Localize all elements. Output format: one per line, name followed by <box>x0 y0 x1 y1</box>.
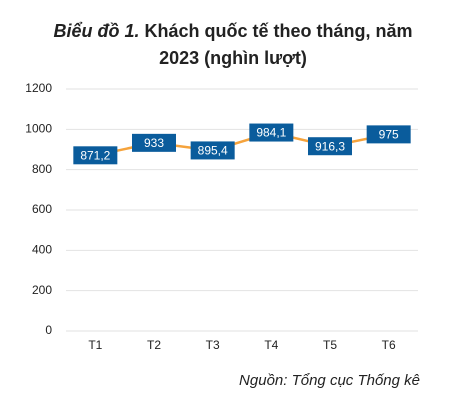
y-tick-label: 800 <box>32 162 52 176</box>
chart-title-label: Biểu đồ 1. <box>53 21 140 41</box>
data-label-box <box>249 123 294 142</box>
data-label: 895,4 <box>198 144 228 158</box>
y-tick-label: 600 <box>32 202 52 216</box>
data-label-box <box>308 137 352 156</box>
y-tick-label: 1200 <box>25 81 52 95</box>
x-tick-label: T5 <box>323 338 337 352</box>
data-label-box <box>190 141 235 160</box>
chart-title: Khách quốc tế theo tháng, năm 2023 (nghì… <box>144 21 413 68</box>
data-label: 975 <box>379 128 399 142</box>
data-label: 984,1 <box>256 126 286 140</box>
x-tick-label: T3 <box>206 338 220 352</box>
data-label: 916,3 <box>315 139 345 153</box>
y-tick-label: 200 <box>32 283 52 297</box>
x-tick-label: T1 <box>88 338 102 352</box>
chart-title-block: Biểu đồ 1. Khách quốc tế theo tháng, năm… <box>53 18 413 72</box>
data-label-box <box>366 125 411 144</box>
data-label-box <box>73 146 118 165</box>
y-tick-label: 1000 <box>25 122 52 136</box>
x-tick-label: T2 <box>147 338 161 352</box>
x-tick-label: T6 <box>382 338 396 352</box>
y-tick-label: 400 <box>32 243 52 257</box>
data-label-box <box>132 133 176 152</box>
source-note: Nguồn: Tổng cục Thống kê <box>239 372 420 389</box>
data-label: 871,2 <box>80 148 110 162</box>
x-tick-label: T4 <box>264 338 278 352</box>
data-label: 933 <box>144 136 164 150</box>
y-tick-label: 0 <box>45 323 52 337</box>
